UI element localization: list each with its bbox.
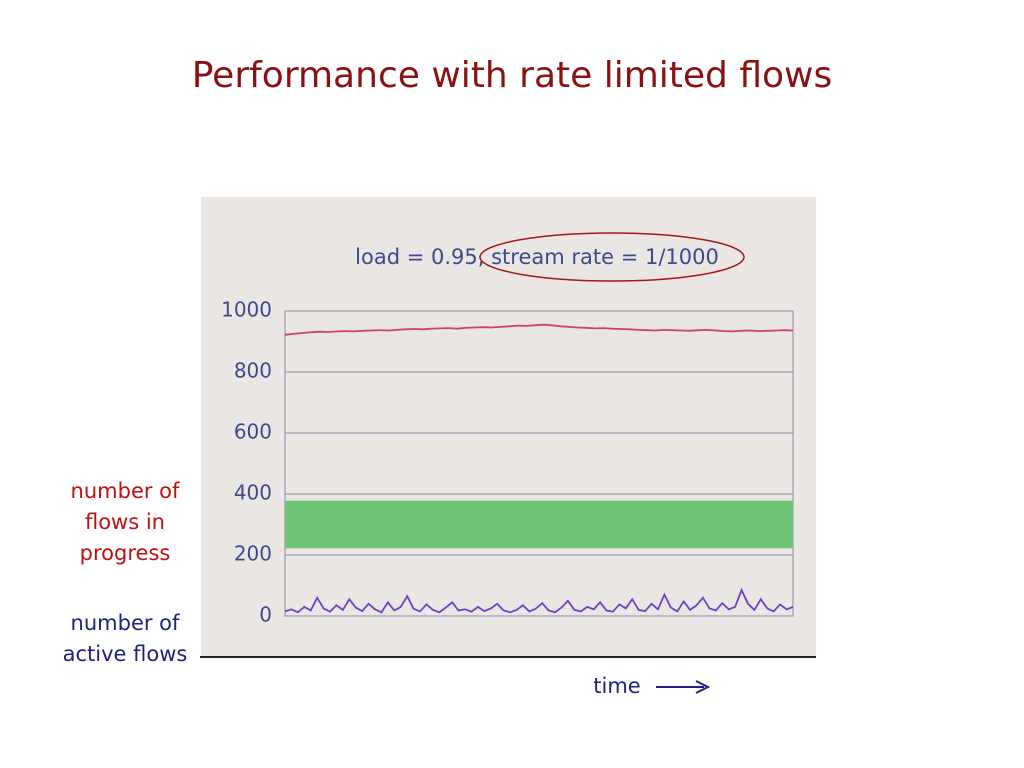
slide-title: Performance with rate limited flows — [191, 55, 833, 96]
annotation: number of active flows — [62, 611, 188, 666]
x-axis-label: time — [593, 674, 640, 698]
y-tick-label: 400 — [234, 481, 272, 505]
line-series — [284, 587, 794, 614]
y-tick-label: 800 — [234, 359, 272, 383]
annotation: number of flows in progress — [70, 479, 180, 565]
chart-title: load = 0.95, stream rate = 1/1000 — [355, 245, 719, 269]
frame — [284, 310, 794, 617]
chart-background — [201, 197, 816, 657]
y-tick-label: 1000 — [221, 298, 272, 322]
y-tick-label: 200 — [234, 542, 272, 566]
arrow-head — [695, 680, 711, 694]
line-series — [284, 323, 794, 336]
y-tick-label: 600 — [234, 420, 272, 444]
y-tick-label: 0 — [259, 603, 272, 627]
highlight-ellipse — [479, 232, 745, 282]
band — [285, 500, 793, 549]
